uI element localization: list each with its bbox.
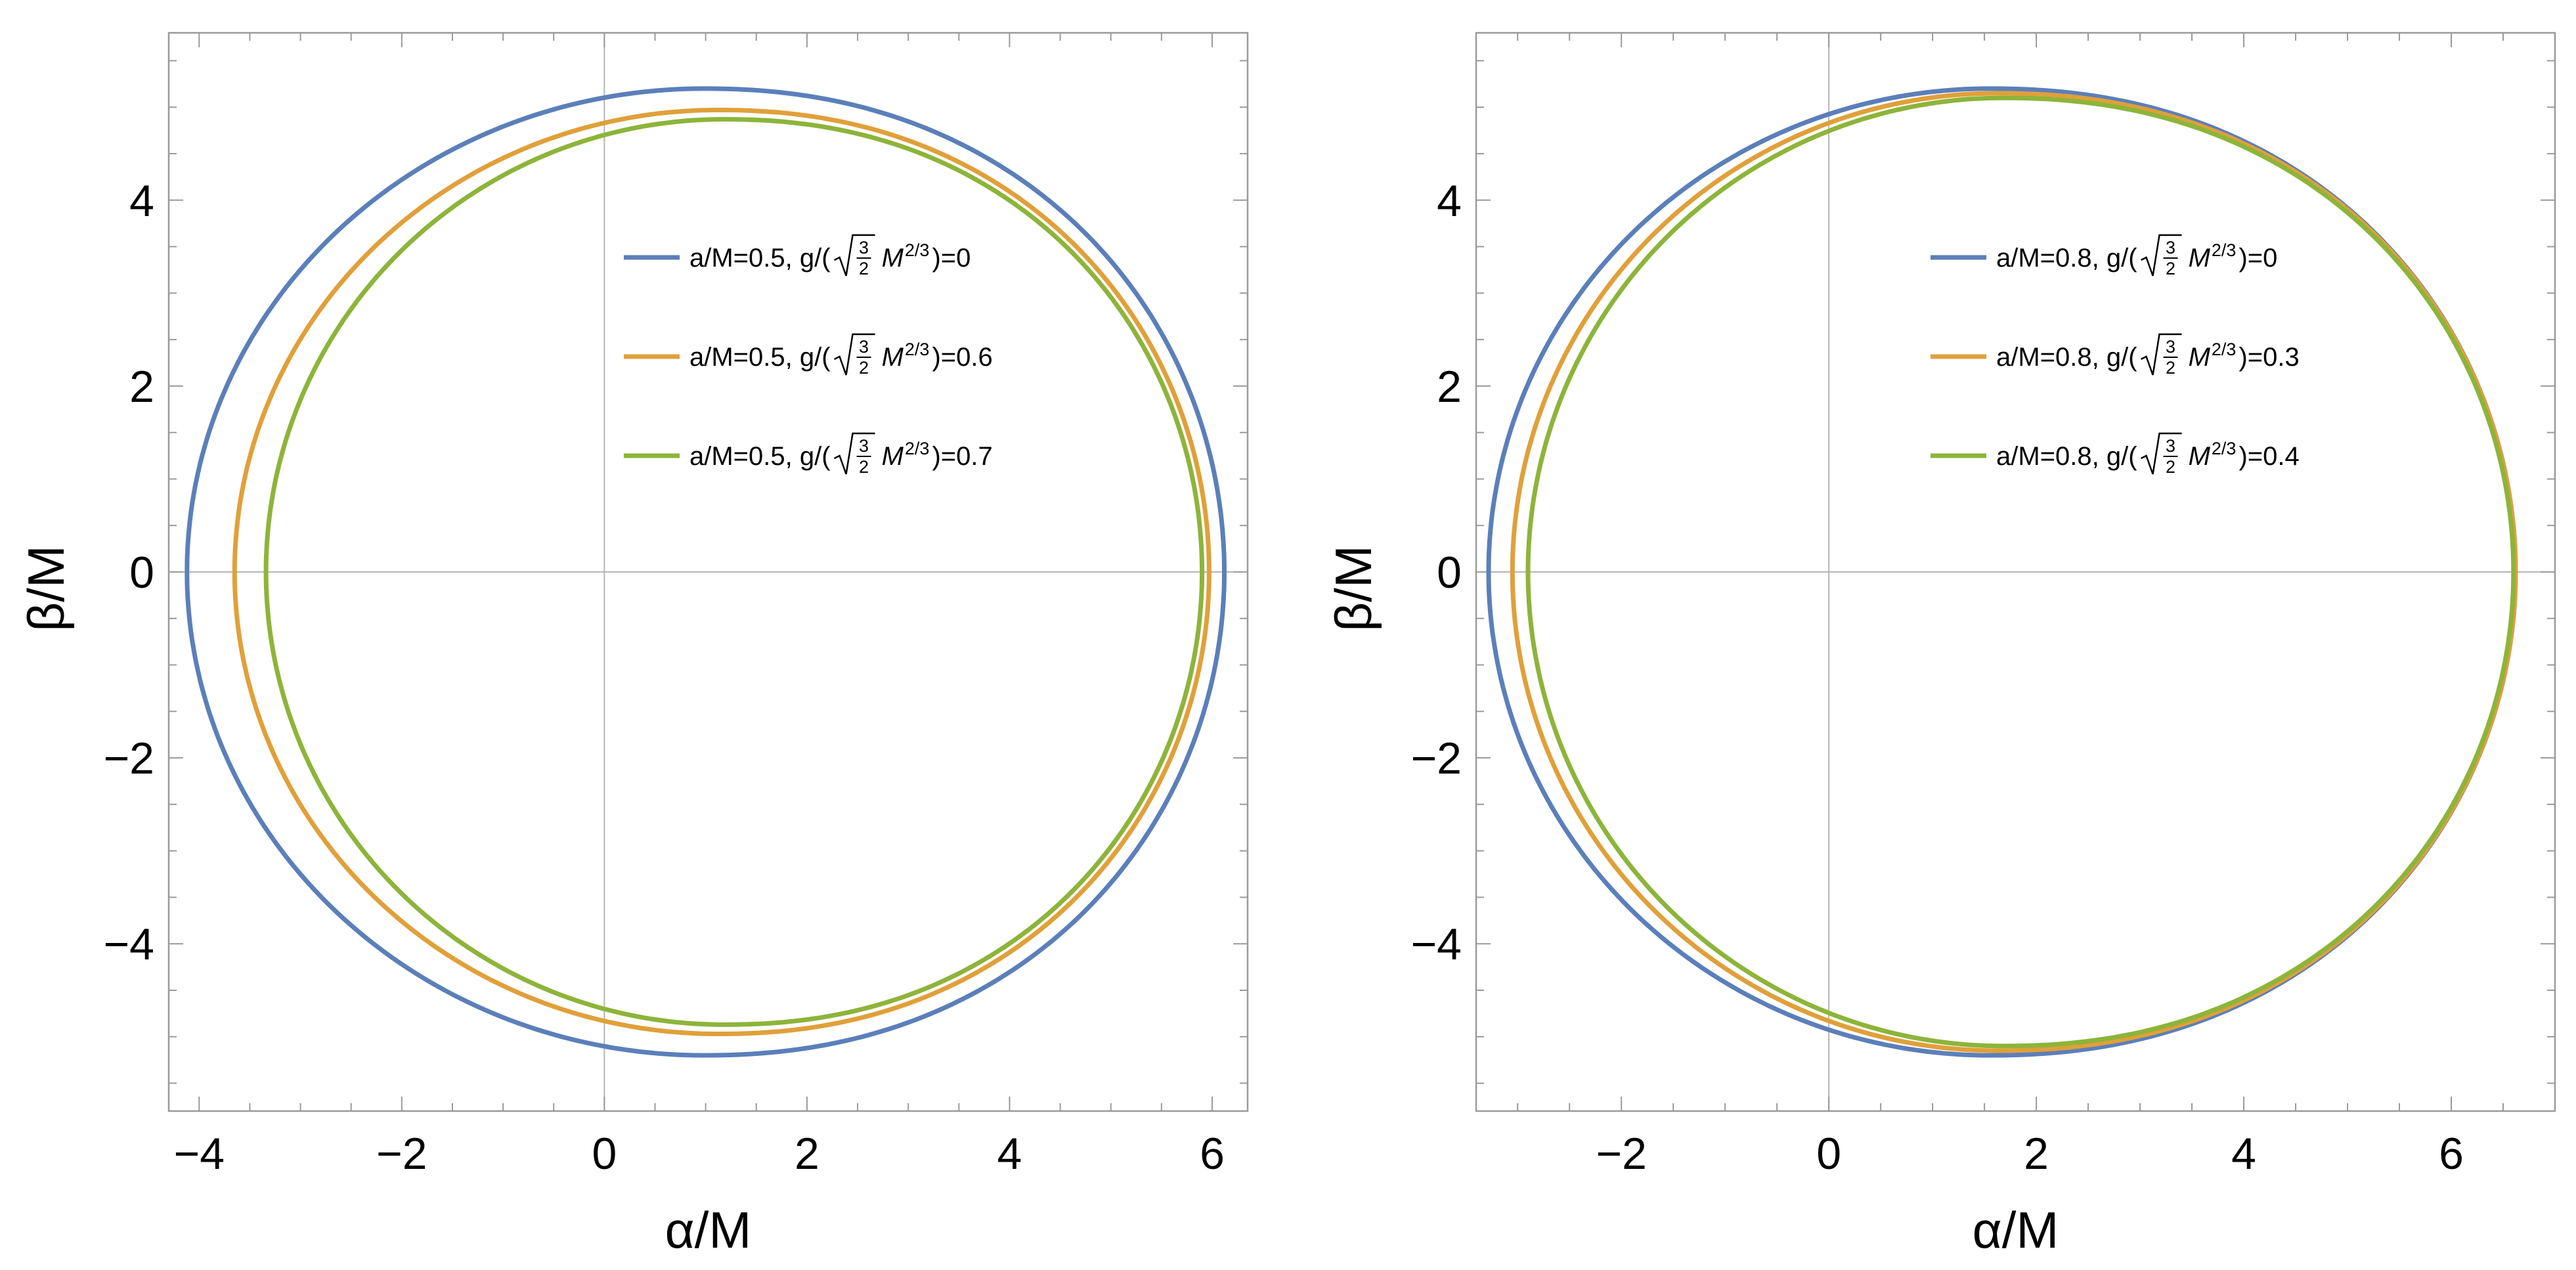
y-tick-label: −2 (103, 734, 154, 783)
y-tick-label: 2 (1437, 362, 1462, 412)
fraction-numerator: 3 (859, 238, 869, 257)
series-line-3 (1525, 95, 2516, 1049)
radical-sign (2141, 432, 2182, 475)
y-tick-label: −4 (103, 919, 154, 969)
legend: a/M=0.8, g/(32 M 2/3)=0a/M=0.8, g/(32 M 2/3)… (1931, 234, 2300, 477)
x-tick-label: −2 (1596, 1129, 1647, 1179)
y-tick-label: −2 (1410, 734, 1462, 783)
x-axis-title: α/M (1973, 1201, 2059, 1259)
legend-label-end: )=0.6 (932, 343, 992, 372)
fraction-numerator: 3 (2166, 337, 2175, 357)
x-tick-label: 2 (2024, 1129, 2049, 1179)
fraction-denominator: 2 (2166, 358, 2175, 378)
x-tick-label: −4 (174, 1129, 225, 1179)
legend-exponent: 2/3 (2212, 240, 2237, 260)
x-tick-label: 4 (2231, 1129, 2256, 1179)
fraction-denominator: 2 (859, 457, 869, 477)
legend-exponent: 2/3 (2212, 439, 2237, 458)
legend-label: a/M=0.5, g/( (689, 442, 831, 471)
fraction-denominator: 2 (2166, 457, 2175, 477)
legend-label-end: )=0.4 (2238, 442, 2299, 471)
radical-sign (2141, 234, 2182, 276)
series-line-3 (263, 117, 1205, 1027)
legend-mass: M (882, 442, 904, 471)
y-axis-title: β/M (1324, 545, 1382, 632)
legend-mass: M (882, 343, 904, 372)
fraction-numerator: 3 (859, 436, 869, 456)
fraction-denominator: 2 (859, 358, 869, 378)
legend-exponent: 2/3 (2212, 339, 2237, 359)
legend-label-end: )=0 (2238, 244, 2277, 273)
series-line-2 (232, 108, 1212, 1036)
legend-exponent: 2/3 (905, 339, 930, 359)
radical-sign (834, 432, 875, 475)
legend-mass: M (882, 244, 904, 273)
legend: a/M=0.5, g/(32 M 2/3)=0a/M=0.5, g/(32 M 2/3)… (624, 234, 993, 477)
legend-mass: M (2189, 244, 2211, 273)
legend-label: a/M=0.5, g/( (689, 244, 831, 273)
y-tick-label: 0 (1437, 548, 1462, 598)
x-tick-label: 6 (2439, 1129, 2464, 1179)
radical-sign (2141, 333, 2182, 376)
legend-exponent: 2/3 (905, 240, 930, 260)
fraction-denominator: 2 (859, 259, 869, 278)
x-tick-label: 6 (1200, 1129, 1225, 1179)
y-tick-label: 4 (129, 176, 154, 226)
radical-sign (834, 234, 875, 276)
legend-label-end: )=0 (932, 244, 971, 273)
legend-label-end: )=0.3 (2238, 343, 2299, 372)
legend-label: a/M=0.8, g/( (1996, 244, 2137, 273)
legend-label: a/M=0.5, g/( (689, 343, 831, 372)
y-axis-title: β/M (17, 545, 75, 632)
legend-label-end: )=0.7 (932, 442, 992, 471)
radical-sign (834, 333, 875, 376)
series-line-2 (1510, 91, 2518, 1053)
x-tick-label: 2 (795, 1129, 819, 1179)
x-tick-label: 4 (997, 1129, 1022, 1179)
legend-exponent: 2/3 (905, 439, 930, 458)
y-tick-label: 4 (1437, 176, 1462, 226)
fraction-denominator: 2 (2166, 259, 2175, 278)
y-tick-label: −4 (1410, 919, 1462, 969)
x-tick-label: −2 (376, 1129, 427, 1179)
legend-mass: M (2189, 343, 2211, 372)
series-line-1 (185, 86, 1227, 1058)
fraction-numerator: 3 (2166, 238, 2175, 257)
y-tick-label: 0 (129, 548, 154, 598)
x-tick-label: 0 (1816, 1129, 1841, 1179)
legend-label: a/M=0.8, g/( (1996, 442, 2137, 471)
fraction-numerator: 3 (2166, 436, 2175, 456)
legend-mass: M (2189, 442, 2211, 471)
fraction-numerator: 3 (859, 337, 869, 357)
x-axis-title: α/M (665, 1201, 752, 1259)
legend-label: a/M=0.8, g/( (1996, 343, 2137, 372)
x-tick-label: 0 (592, 1129, 617, 1179)
y-tick-label: 2 (129, 362, 154, 412)
